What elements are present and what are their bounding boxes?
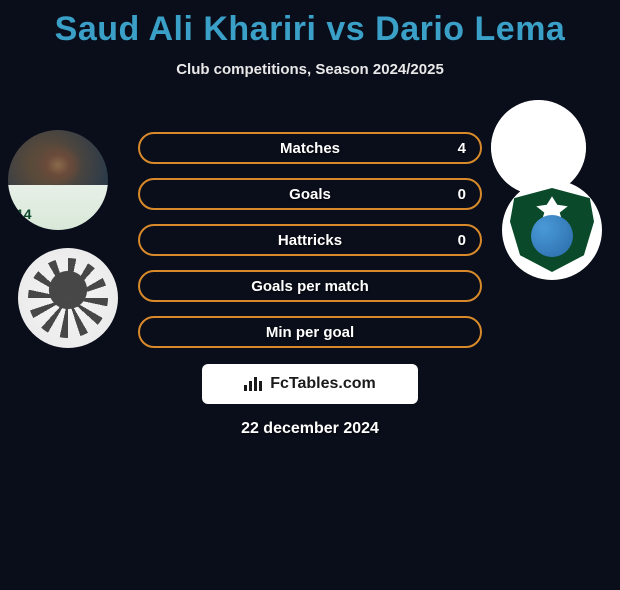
club2-shield-icon [510,188,594,272]
stat-value: 0 [458,186,466,203]
stat-row-matches: Matches 4 [138,132,482,164]
date-label: 22 december 2024 [241,420,379,438]
stat-label: Matches [280,140,340,157]
subtitle: Club competitions, Season 2024/2025 [0,61,620,78]
stat-label: Min per goal [266,324,354,341]
club2-badge [502,180,602,280]
stat-label: Hattricks [278,232,342,249]
bars-icon [244,377,262,391]
stats-panel: Matches 4 Goals 0 Hattricks 0 Goals per … [138,132,482,362]
club1-badge [18,248,118,348]
stat-label: Goals [289,186,331,203]
player1-photo: 14 [8,130,108,230]
stat-value: 0 [458,232,466,249]
branding-badge[interactable]: FcTables.com [202,364,418,404]
stat-row-mpg: Min per goal [138,316,482,348]
stat-row-gpm: Goals per match [138,270,482,302]
stat-row-hattricks: Hattricks 0 [138,224,482,256]
page-title: Saud Ali Khariri vs Dario Lema [0,10,620,49]
player1-jersey-number: 14 [16,206,32,222]
stat-label: Goals per match [251,278,369,295]
title-text: Saud Ali Khariri vs Dario Lema [55,10,566,48]
branding-text: FcTables.com [270,375,376,393]
stat-row-goals: Goals 0 [138,178,482,210]
stat-value: 4 [458,140,466,157]
